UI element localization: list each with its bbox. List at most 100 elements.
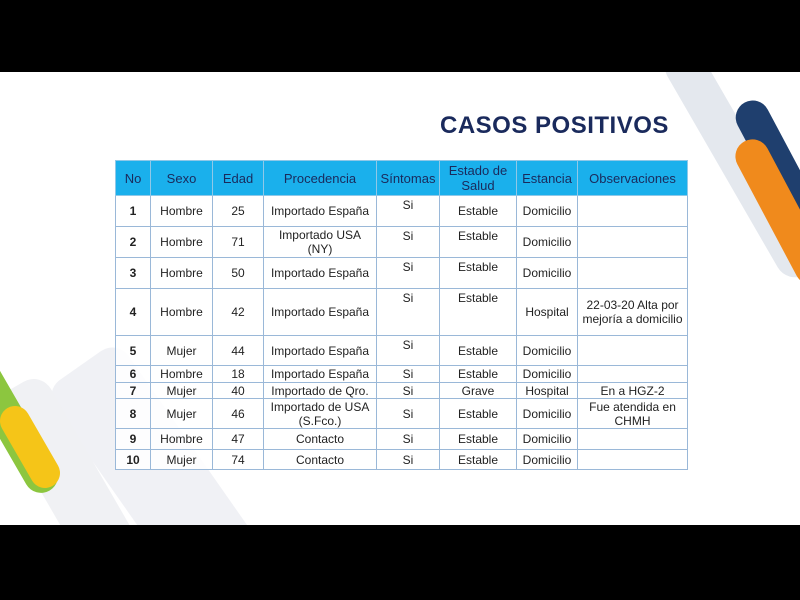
- table-cell: [577, 195, 688, 227]
- table-cell: 5: [115, 335, 151, 366]
- table-cell: Contacto: [263, 428, 377, 450]
- table-cell: Si: [376, 382, 440, 399]
- column-header: Observaciones: [577, 160, 688, 196]
- table-cell: Importado de Qro.: [263, 382, 377, 399]
- table-cell: Domicilio: [516, 195, 578, 227]
- table-cell: Estable: [439, 449, 517, 470]
- table-cell: Estable: [439, 226, 517, 258]
- table-row: 2 Hombre 71 Importado USA (NY) Si Estable Domi…: [115, 226, 688, 258]
- table-row: 3 Hombre 50 Importado España Si Estable Domici…: [115, 257, 688, 289]
- cases-table: No Sexo Edad Procedencia Síntomas Estado de S…: [115, 160, 688, 470]
- table-cell: Si: [376, 226, 440, 258]
- table-cell: Fue atendida en CHMH: [577, 398, 688, 429]
- table-cell: 2: [115, 226, 151, 258]
- column-header: Estado de Salud: [439, 160, 517, 196]
- table-cell: 44: [212, 335, 264, 366]
- table-cell: Estable: [439, 428, 517, 450]
- table-cell: Hospital: [516, 288, 578, 336]
- table-cell: Estable: [439, 195, 517, 227]
- table-cell: Si: [376, 335, 440, 366]
- table-cell: En a HGZ-2: [577, 382, 688, 399]
- table-cell: 9: [115, 428, 151, 450]
- table-cell: Importado España: [263, 257, 377, 289]
- column-header: Sexo: [150, 160, 213, 196]
- table-cell: 42: [212, 288, 264, 336]
- table-cell: 4: [115, 288, 151, 336]
- column-header: Síntomas: [376, 160, 440, 196]
- table-cell: Estable: [439, 257, 517, 289]
- table-row: 8 Mujer 46 Importado de USA (S.Fco.) Si Estab…: [115, 398, 688, 429]
- table-row: 6 Hombre 18 Importado España Si Estable Domici…: [115, 365, 688, 383]
- table-cell: [577, 257, 688, 289]
- table-cell: Si: [376, 398, 440, 429]
- table-cell: Domicilio: [516, 226, 578, 258]
- table-cell: Importado España: [263, 365, 377, 383]
- table-cell: Importado España: [263, 195, 377, 227]
- table-header: No Sexo Edad Procedencia Síntomas Estado de S…: [115, 160, 688, 196]
- table-cell: [577, 365, 688, 383]
- table-cell: Hombre: [150, 226, 213, 258]
- table-cell: Importado España: [263, 288, 377, 336]
- table-cell: [577, 428, 688, 450]
- table-cell: Si: [376, 288, 440, 336]
- table-cell: Hombre: [150, 257, 213, 289]
- table-row: 9 Hombre 47 Contacto Si Estable Domicilio: [115, 428, 688, 450]
- table-cell: Importado USA (NY): [263, 226, 377, 258]
- table-cell: Hombre: [150, 288, 213, 336]
- table-cell: Mujer: [150, 382, 213, 399]
- table-cell: 3: [115, 257, 151, 289]
- table-cell: 46: [212, 398, 264, 429]
- table-cell: 7: [115, 382, 151, 399]
- table-cell: Mujer: [150, 335, 213, 366]
- table-cell: Domicilio: [516, 335, 578, 366]
- table-cell: [577, 226, 688, 258]
- table-cell: Hombre: [150, 365, 213, 383]
- table-cell: 18: [212, 365, 264, 383]
- table-cell: Mujer: [150, 449, 213, 470]
- table-cell: 8: [115, 398, 151, 429]
- table-cell: [577, 335, 688, 366]
- table-cell: Domicilio: [516, 257, 578, 289]
- table-cell: Domicilio: [516, 398, 578, 429]
- column-header: Procedencia: [263, 160, 377, 196]
- table-cell: 50: [212, 257, 264, 289]
- table-row: 10 Mujer 74 Contacto Si Estable Domicilio: [115, 449, 688, 470]
- table-cell: 71: [212, 226, 264, 258]
- table-row: 1 Hombre 25 Importado España Si Estable Domici…: [115, 195, 688, 227]
- table-cell: Estable: [439, 288, 517, 336]
- table-cell: Si: [376, 365, 440, 383]
- table-cell: Si: [376, 449, 440, 470]
- table-cell: 40: [212, 382, 264, 399]
- table-cell: Si: [376, 195, 440, 227]
- table-cell: 10: [115, 449, 151, 470]
- table-cell: Contacto: [263, 449, 377, 470]
- table-cell: Grave: [439, 382, 517, 399]
- table-cell: Domicilio: [516, 428, 578, 450]
- table-cell: 22-03-20 Alta por mejoría a domicilio: [577, 288, 688, 336]
- table-cell: Estable: [439, 398, 517, 429]
- table-cell: 47: [212, 428, 264, 450]
- table-cell: 1: [115, 195, 151, 227]
- table-cell: Si: [376, 428, 440, 450]
- table-row: 7 Mujer 40 Importado de Qro. Si Grave Hospital…: [115, 382, 688, 399]
- table-cell: 74: [212, 449, 264, 470]
- slide: CASOS POSITIVOS No Sexo Edad Procedencia Sín…: [0, 72, 800, 525]
- table-cell: Hospital: [516, 382, 578, 399]
- table-cell: Importado España: [263, 335, 377, 366]
- table-cell: [577, 449, 688, 470]
- table-cell: 6: [115, 365, 151, 383]
- table-cell: Hombre: [150, 195, 213, 227]
- table-row: 5 Mujer 44 Importado España Si Estable Domicil…: [115, 335, 688, 366]
- table-cell: Domicilio: [516, 449, 578, 470]
- table-cell: Hombre: [150, 428, 213, 450]
- slide-title: CASOS POSITIVOS: [440, 112, 669, 139]
- table-cell: Si: [376, 257, 440, 289]
- table-cell: 25: [212, 195, 264, 227]
- column-header: Edad: [212, 160, 264, 196]
- table-cell: Importado de USA (S.Fco.): [263, 398, 377, 429]
- table-cell: Mujer: [150, 398, 213, 429]
- table-cell: Estable: [439, 335, 517, 366]
- column-header: Estancia: [516, 160, 578, 196]
- table-cell: Estable: [439, 365, 517, 383]
- column-header: No: [115, 160, 151, 196]
